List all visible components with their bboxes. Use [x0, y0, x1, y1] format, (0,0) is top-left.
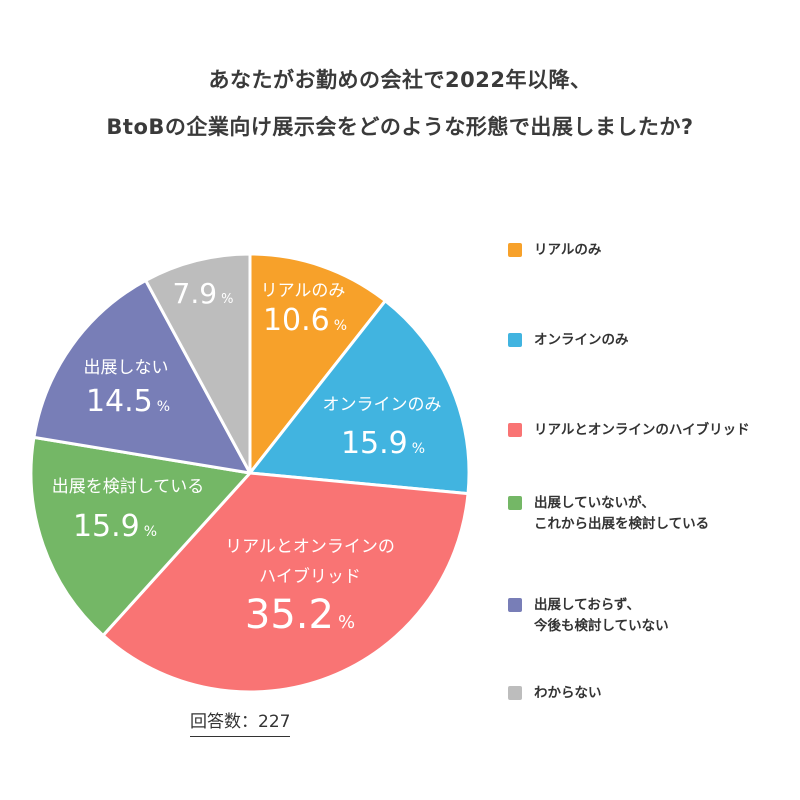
legend-swatch — [508, 423, 522, 437]
legend-label: リアルのみ — [534, 242, 602, 258]
response-count: 回答数：227 — [190, 707, 291, 737]
slice-label-1: リアルのみ — [261, 281, 346, 301]
slice-label-3: リアルとオンラインの — [225, 537, 395, 557]
slice-value-4: 15.9% — [73, 509, 157, 544]
slice-value-6: 7.9% — [173, 277, 234, 310]
pie-slices — [29, 252, 471, 694]
pie-slice-2 — [248, 299, 471, 496]
legend-swatch — [508, 686, 522, 700]
slice-label-4: 出展を検討している — [52, 477, 205, 497]
pie-slice-6 — [144, 252, 252, 475]
pie-slice-5 — [32, 278, 252, 475]
chart-title-line-1: あなたがお勤めの会社で2022年以降、 — [208, 68, 592, 92]
slice-label-2: オンラインのみ — [323, 395, 442, 415]
slice-value-5: 14.5% — [86, 384, 170, 419]
legend-label: 出展しておらず、 今後も検討していない — [534, 597, 669, 634]
legend-swatch — [508, 333, 522, 347]
pie-slice-3 — [101, 471, 470, 694]
legend-swatch — [508, 496, 522, 510]
legend-swatch — [508, 243, 522, 257]
chart-title-line-2: BtoBの企業向け展示会をどのような形態で出展しましたか? — [106, 115, 694, 139]
legend-swatch — [508, 598, 522, 612]
slice-value-1: 10.6% — [263, 303, 347, 338]
slice-value-3: 35.2% — [245, 592, 355, 638]
pie-slice-1 — [248, 252, 387, 475]
slice-label-3: ハイブリッド — [259, 566, 361, 587]
legend-label: わからない — [534, 685, 602, 701]
legend-label: オンラインのみ — [534, 332, 629, 348]
slice-value-2: 15.9% — [341, 426, 425, 461]
legend-label: 出展していないが、 これから出展を検討している — [534, 495, 710, 532]
slice-label-5: 出展しない — [84, 358, 169, 378]
pie-slice-4 — [29, 435, 252, 637]
legend-label: リアルとオンラインのハイブリッド — [534, 422, 750, 438]
